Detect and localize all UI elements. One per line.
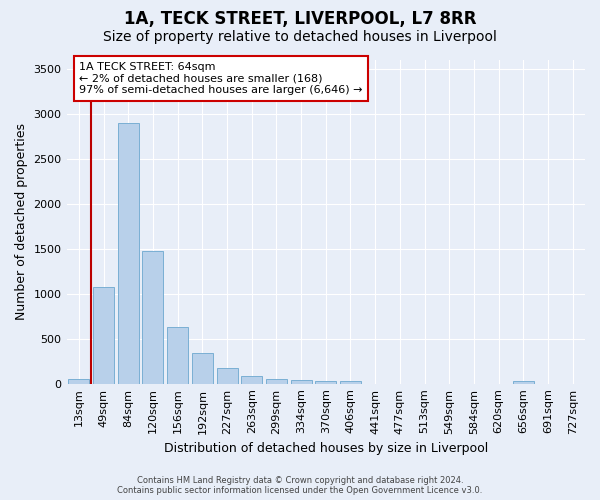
Text: 1A, TECK STREET, LIVERPOOL, L7 8RR: 1A, TECK STREET, LIVERPOOL, L7 8RR bbox=[124, 10, 476, 28]
Bar bbox=[315, 380, 336, 384]
X-axis label: Distribution of detached houses by size in Liverpool: Distribution of detached houses by size … bbox=[164, 442, 488, 455]
Bar bbox=[241, 376, 262, 384]
Text: Size of property relative to detached houses in Liverpool: Size of property relative to detached ho… bbox=[103, 30, 497, 44]
Bar bbox=[266, 378, 287, 384]
Y-axis label: Number of detached properties: Number of detached properties bbox=[15, 124, 28, 320]
Bar bbox=[93, 286, 114, 384]
Bar bbox=[68, 379, 89, 384]
Bar bbox=[118, 123, 139, 384]
Bar bbox=[142, 250, 163, 384]
Bar bbox=[290, 380, 311, 384]
Text: Contains HM Land Registry data © Crown copyright and database right 2024.
Contai: Contains HM Land Registry data © Crown c… bbox=[118, 476, 482, 495]
Bar bbox=[513, 380, 534, 384]
Bar bbox=[217, 368, 238, 384]
Bar bbox=[192, 353, 213, 384]
Bar bbox=[167, 327, 188, 384]
Text: 1A TECK STREET: 64sqm
← 2% of detached houses are smaller (168)
97% of semi-deta: 1A TECK STREET: 64sqm ← 2% of detached h… bbox=[79, 62, 363, 95]
Bar bbox=[340, 382, 361, 384]
